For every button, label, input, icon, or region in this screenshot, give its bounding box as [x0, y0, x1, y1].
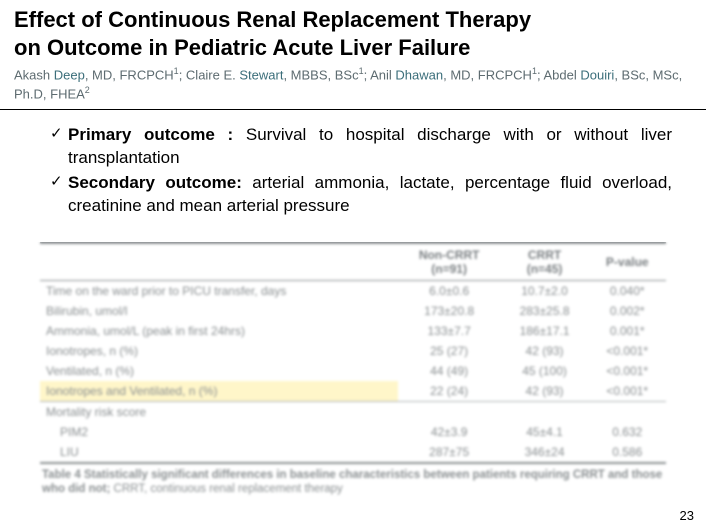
cell-value: 42 (93): [501, 341, 589, 361]
table-row: Ionotropes, n (%)25 (27)42 (93)<0.001*: [40, 341, 666, 361]
title-line-2: on Outcome in Pediatric Acute Liver Fail…: [14, 34, 692, 62]
cell-value: 0.001*: [588, 321, 666, 341]
cell-value: 186±17.1: [501, 321, 589, 341]
cell-value: 10.7±2.0: [501, 280, 589, 301]
cell-value: 44 (49): [398, 361, 501, 381]
table-caption: Table 4 Statistically significant differ…: [40, 464, 666, 498]
table-row: Ammonia, umol/L (peak in first 24hrs)133…: [40, 321, 666, 341]
row-label: Ionotropes and Ventilated, n (%): [40, 381, 398, 402]
title-line-1: Effect of Continuous Renal Replacement T…: [14, 6, 692, 34]
table-row: Ventilated, n (%)44 (49)45 (100)<0.001*: [40, 361, 666, 381]
row-label: PIM2: [40, 422, 398, 442]
table-row: PIM242±3.945±4.10.632: [40, 422, 666, 442]
outcome-bullets: ✓Primary outcome : Survival to hospital …: [0, 110, 706, 228]
column-header: P-value: [588, 243, 666, 281]
row-label: Ionotropes, n (%): [40, 341, 398, 361]
page-number: 23: [680, 508, 694, 523]
cell-value: 42±3.9: [398, 422, 501, 442]
cell-value: 283±25.8: [501, 301, 589, 321]
cell-value: 22 (24): [398, 381, 501, 402]
cell-value: <0.001*: [588, 381, 666, 402]
cell-value: 0.002*: [588, 301, 666, 321]
row-label: LIU: [40, 442, 398, 463]
cell-value: 133±7.7: [398, 321, 501, 341]
row-label: Time on the ward prior to PICU transfer,…: [40, 280, 398, 301]
table-row: LIU287±75346±240.586: [40, 442, 666, 463]
cell-value: 45±4.1: [501, 422, 589, 442]
authors-line: Akash Deep, MD, FRCPCH1; Claire E. Stewa…: [0, 63, 706, 107]
cell-value: 42 (93): [501, 381, 589, 402]
cell-value: <0.001*: [588, 341, 666, 361]
table-row: Time on the ward prior to PICU transfer,…: [40, 280, 666, 301]
table-row: Bilirubin, umol/l173±20.8283±25.80.002*: [40, 301, 666, 321]
bullet-text: Primary outcome : Survival to hospital d…: [68, 124, 672, 170]
column-header: Non-CRRT(n=91): [398, 243, 501, 281]
column-header: [40, 243, 398, 281]
row-label: Bilirubin, umol/l: [40, 301, 398, 321]
cell-value: 45 (100): [501, 361, 589, 381]
check-icon: ✓: [50, 124, 68, 144]
column-header: CRRT(n=45): [501, 243, 589, 281]
check-icon: ✓: [50, 172, 68, 192]
cell-value: 0.632: [588, 422, 666, 442]
cell-value: 346±24: [501, 442, 589, 463]
cell-value: 0.040*: [588, 280, 666, 301]
cell-value: <0.001*: [588, 361, 666, 381]
cell-value: 0.586: [588, 442, 666, 463]
cell-value: 6.0±0.6: [398, 280, 501, 301]
row-label: Ventilated, n (%): [40, 361, 398, 381]
baseline-table: Non-CRRT(n=91)CRRT(n=45)P-value Time on …: [40, 242, 666, 498]
cell-value: 173±20.8: [398, 301, 501, 321]
row-label: Ammonia, umol/L (peak in first 24hrs): [40, 321, 398, 341]
cell-value: 287±75: [398, 442, 501, 463]
cell-value: 25 (27): [398, 341, 501, 361]
table-row: Ionotropes and Ventilated, n (%)22 (24)4…: [40, 381, 666, 402]
bullet-text: Secondary outcome: arterial ammonia, lac…: [68, 172, 672, 218]
